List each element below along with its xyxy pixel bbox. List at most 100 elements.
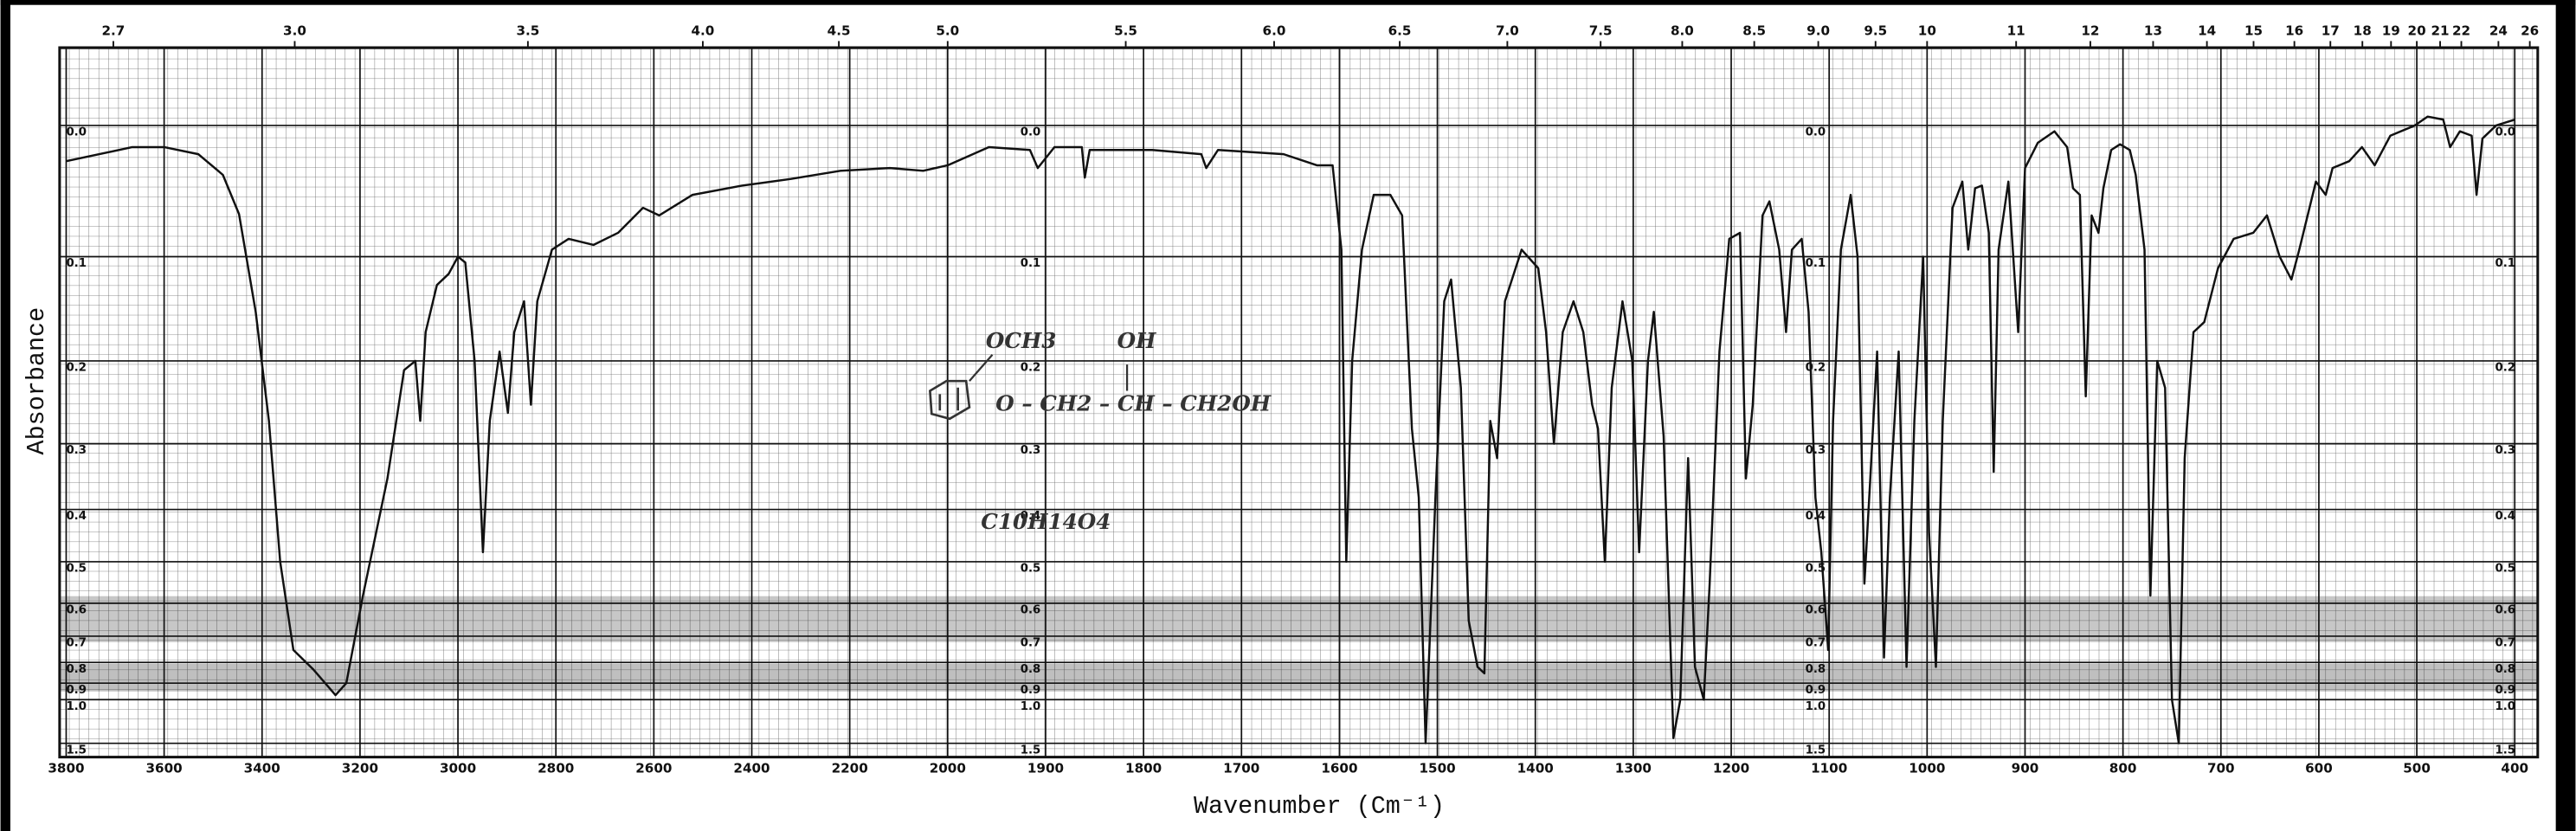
benzene-ring-sketch <box>929 379 971 421</box>
x-tick-label: 3200 <box>342 760 378 776</box>
y-tick-label: 0.2 <box>2495 362 2515 375</box>
x-tick-label: 3800 <box>48 760 84 776</box>
x-tick-label: 1700 <box>1223 760 1259 776</box>
x2-tick-label: 12 <box>2081 23 2099 39</box>
x-tick-label: 600 <box>2305 760 2333 776</box>
x2-tick-label: 4.0 <box>692 23 715 39</box>
y-tick-label: 0.8 <box>2495 663 2515 676</box>
x-tick-label: 500 <box>2403 760 2431 776</box>
y-tick-label: 0.9 <box>1021 684 1041 697</box>
y-tick-label: 1.5 <box>1021 744 1041 757</box>
grid <box>59 41 2538 757</box>
structure-sketch <box>929 354 1129 421</box>
x2-tick-label: 8.0 <box>1671 23 1694 39</box>
x-tick-label: 1100 <box>1811 760 1847 776</box>
x2-tick-label: 3.0 <box>283 23 306 39</box>
x2-tick-label: 20 <box>2408 23 2426 39</box>
y-tick-label: 0.3 <box>66 444 87 457</box>
annotations: OCH3 OH O – CH2 – CH – CH2OH C10H14O4 <box>981 328 1272 534</box>
tick-labels: 0.0 0.0 0.0 0.0 0.1 0.1 0.1 0.1 0.2 0.2 0.2 0.2 0.3 0… <box>48 23 2539 776</box>
y-tick-label: 1.0 <box>2495 700 2515 713</box>
x-tick-label: 3600 <box>146 760 183 776</box>
y-tick-label: 0.4 <box>1806 510 1826 523</box>
y-tick-label: 0.3 <box>2495 444 2515 457</box>
x2-tick-label: 6.5 <box>1388 23 1412 39</box>
y-tick-label: 0.2 <box>1021 362 1041 375</box>
x-tick-label: 1200 <box>1713 760 1749 776</box>
scan-border <box>2555 0 2576 831</box>
x-tick-label: 1500 <box>1419 760 1455 776</box>
y-tick-label: 0.6 <box>2495 603 2515 616</box>
handwritten-note: O – CH2 – CH – CH2OH <box>995 390 1272 416</box>
y-tick-label: 0.5 <box>66 563 87 576</box>
handwritten-note: C10H14O4 <box>981 509 1111 534</box>
x2-tick-label: 6.0 <box>1263 23 1286 39</box>
bond-sketch <box>969 354 1129 391</box>
y-tick-label: 0.7 <box>2495 637 2515 650</box>
y-tick-label: 0.1 <box>66 257 87 270</box>
x-tick-label: 2200 <box>832 760 868 776</box>
y-tick-label: 1.5 <box>2495 744 2515 757</box>
y-tick-label: 0.4 <box>1021 510 1041 523</box>
y-tick-label: 0.7 <box>66 637 87 650</box>
x2-tick-label: 26 <box>2521 23 2539 39</box>
y-tick-label: 0.2 <box>66 362 87 375</box>
y-tick-label: 0.8 <box>1806 663 1826 676</box>
y-tick-label: 0.4 <box>66 510 87 523</box>
x-tick-label: 2600 <box>635 760 672 776</box>
x-tick-label: 800 <box>2109 760 2137 776</box>
scan-border <box>0 0 2576 5</box>
x2-tick-label: 4.5 <box>828 23 851 39</box>
x-tick-label: 2800 <box>538 760 574 776</box>
y-tick-label: 1.0 <box>66 700 87 713</box>
y-tick-label: 0.7 <box>1806 637 1826 650</box>
x2-tick-label: 19 <box>2382 23 2400 39</box>
y-tick-label: 0.9 <box>66 684 87 697</box>
y-tick-label: 0.1 <box>1021 257 1041 270</box>
y-tick-label: 1.5 <box>1806 744 1826 757</box>
plot-frame <box>58 46 2540 759</box>
x2-tick-label: 3.5 <box>516 23 539 39</box>
x-tick-label: 1900 <box>1027 760 1064 776</box>
x2-tick-label: 2.7 <box>102 23 126 39</box>
y-tick-label: 0.6 <box>1806 603 1826 616</box>
y-tick-label: 0.2 <box>1806 362 1826 375</box>
x2-tick-label: 14 <box>2198 23 2216 39</box>
y-tick-label: 0.0 <box>1021 126 1041 139</box>
x-axis-title: Wavenumber (Cm⁻¹) <box>1194 792 1445 821</box>
x2-tick-label: 17 <box>2322 23 2340 39</box>
x-tick-label: 400 <box>2501 760 2528 776</box>
x-tick-label: 2400 <box>733 760 770 776</box>
y-tick-label: 0.9 <box>1806 684 1826 697</box>
x2-tick-label: 9.0 <box>1806 23 1830 39</box>
y-axis-title: Absorbance <box>23 307 51 455</box>
x-tick-label: 2000 <box>930 760 966 776</box>
y-tick-label: 0.0 <box>2495 126 2515 139</box>
x2-tick-label: 5.5 <box>1114 23 1137 39</box>
x-tick-label: 1600 <box>1321 760 1357 776</box>
y-tick-label: 0.9 <box>2495 684 2515 697</box>
x-tick-label: 1400 <box>1517 760 1554 776</box>
y-tick-label: 1.5 <box>66 744 87 757</box>
y-tick-label: 1.0 <box>1021 700 1041 713</box>
y-tick-label: 0.3 <box>1021 444 1041 457</box>
x-tick-label: 700 <box>2207 760 2235 776</box>
y-tick-label: 0.5 <box>2495 563 2515 576</box>
x-tick-label: 1300 <box>1615 760 1652 776</box>
minor-grid <box>59 48 2538 757</box>
handwritten-note: OCH3 <box>986 328 1057 353</box>
y-tick-label: 0.4 <box>2495 510 2515 523</box>
x-tick-label: 1000 <box>1909 760 1945 776</box>
y-tick-label: 0.3 <box>1806 444 1826 457</box>
x2-tick-label: 7.0 <box>1496 23 1519 39</box>
x-tick-label: 3000 <box>440 760 476 776</box>
y-tick-label: 0.7 <box>1021 637 1041 650</box>
x2-tick-label: 16 <box>2285 23 2303 39</box>
y-tick-label: 1.0 <box>1806 700 1826 713</box>
x-tick-label: 3400 <box>244 760 280 776</box>
x2-tick-label: 10 <box>1918 23 1936 39</box>
y-tick-label: 0.0 <box>1806 126 1826 139</box>
y-tick-label: 0.1 <box>1806 257 1826 270</box>
